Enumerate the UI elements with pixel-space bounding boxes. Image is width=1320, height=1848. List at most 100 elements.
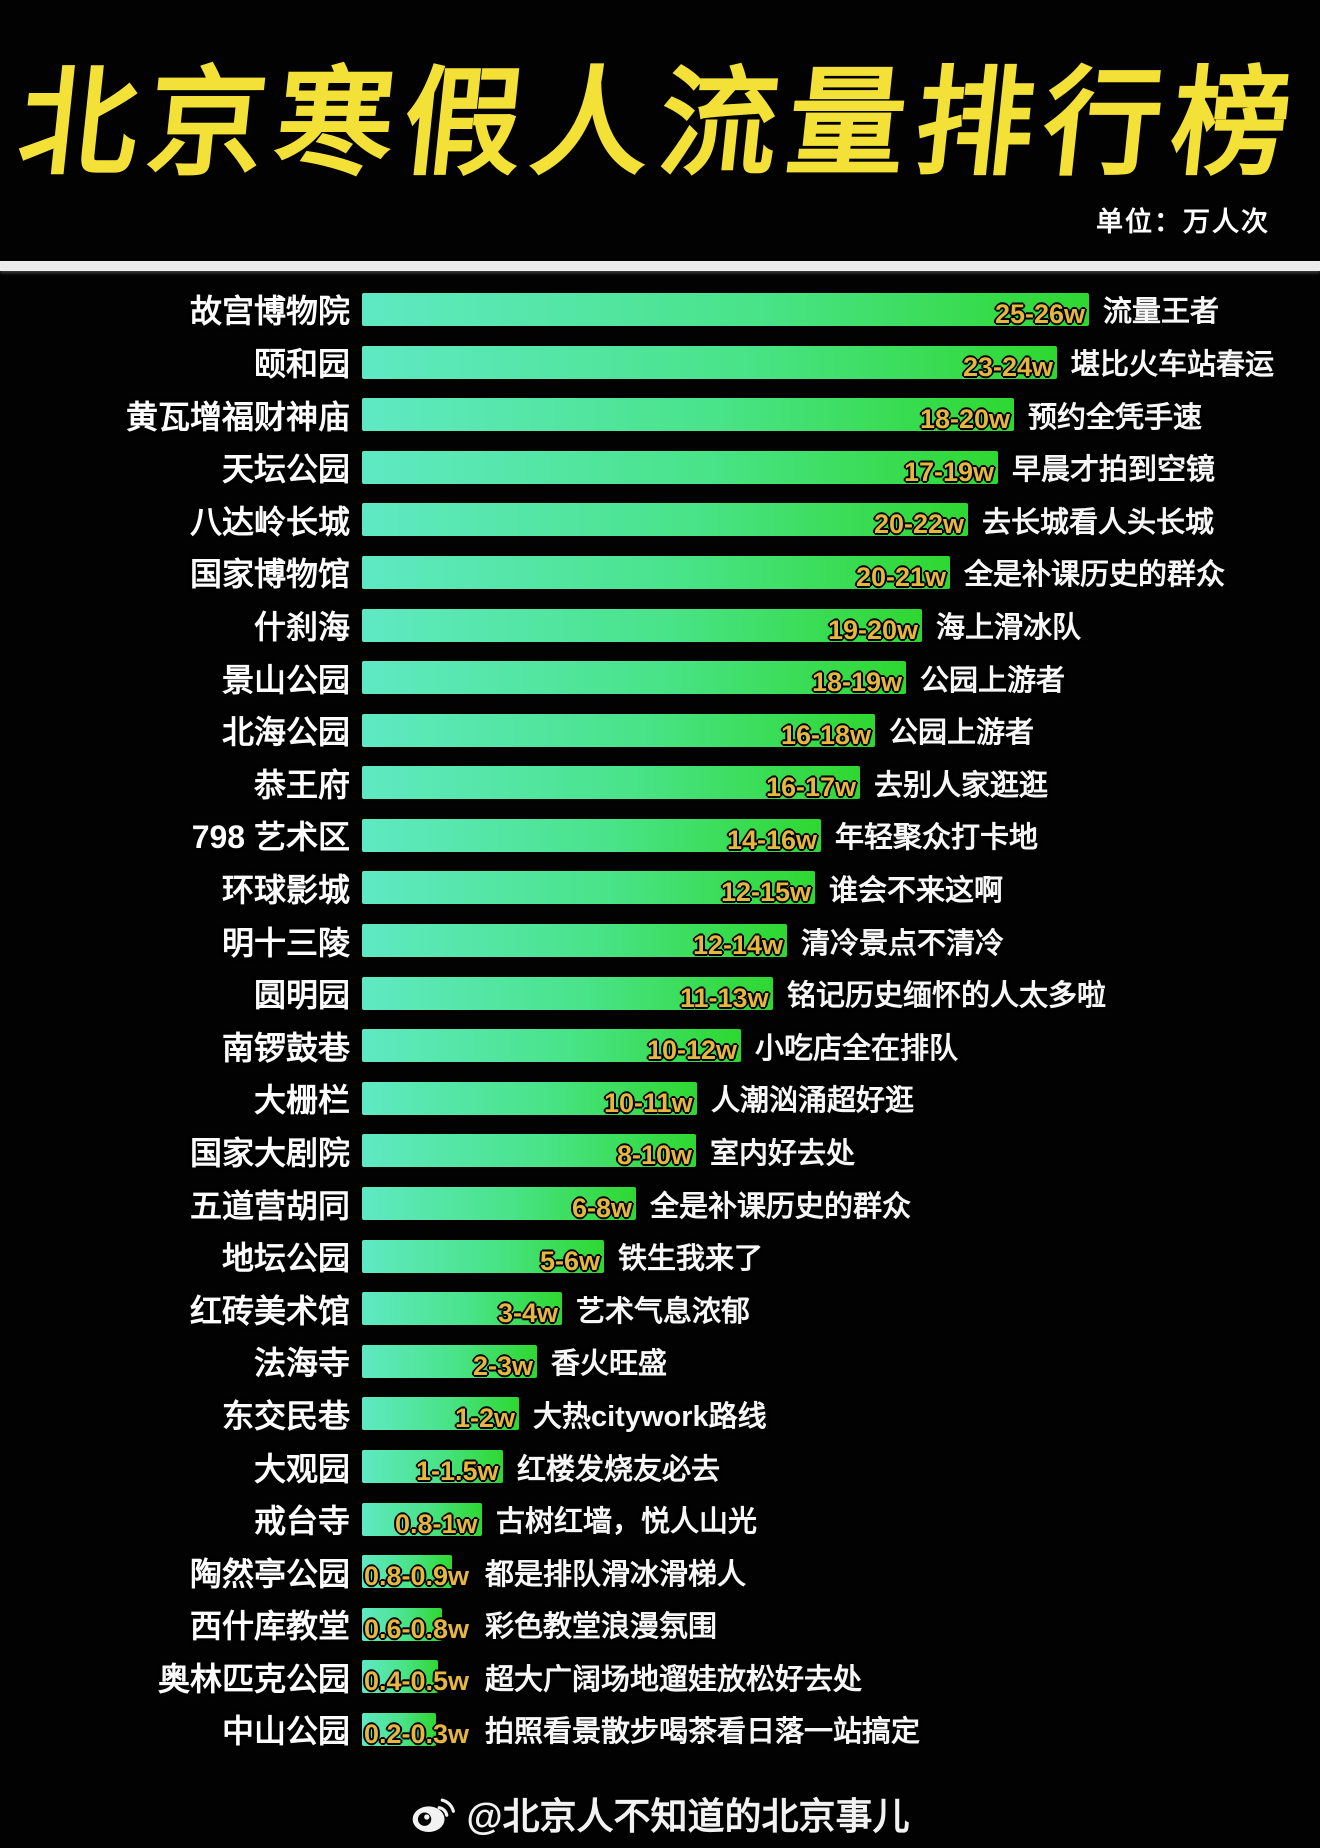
- chart-row: 东交民巷 1-2w 大热citywork路线: [0, 1388, 1320, 1441]
- value-label: 10-12w: [647, 1035, 738, 1066]
- place-name: 中山公园: [221, 1713, 350, 1750]
- bar-wrap: 16-18w: [362, 713, 875, 750]
- note-label: 红楼发烧友必去: [517, 1453, 721, 1486]
- note-label: 去长城看人头长城: [982, 506, 1215, 539]
- value-label: 0.8-0.9w: [364, 1561, 470, 1592]
- note-label: 公园上游者: [920, 664, 1066, 697]
- place-name: 什刹海: [253, 609, 350, 646]
- place-name: 地坛公园: [221, 1240, 350, 1277]
- place-name: 西什库教堂: [189, 1608, 350, 1645]
- value-label: 12-15w: [721, 877, 812, 908]
- value-label: 2-3w: [473, 1350, 534, 1381]
- traffic-bar: [362, 1134, 696, 1168]
- header: 北京寒假人流量排行榜 单位：万人次: [0, 0, 1320, 239]
- chart-row: 景山公园 18-19w 公园上游者: [0, 651, 1320, 704]
- place-name: 大观园: [253, 1450, 350, 1487]
- note-label: 谁会不来这啊: [829, 874, 1004, 907]
- bar-wrap: 16-17w: [362, 766, 860, 802]
- place-name: 恭王府: [253, 766, 350, 803]
- bar-wrap: 11-13w: [362, 976, 773, 1013]
- traffic-bar: [362, 503, 968, 537]
- bar-wrap: 12-14w: [362, 924, 787, 960]
- note-label: 公园上游者: [889, 717, 1035, 750]
- chart-row: 圆明园 11-13w 铭记历史缅怀的人太多啦: [0, 967, 1320, 1020]
- bar-wrap: 1-2w: [362, 1397, 519, 1433]
- traffic-bar: [362, 1029, 741, 1063]
- note-label: 都是排队滑冰滑梯人: [485, 1558, 747, 1591]
- chart-row: 五道营胡同 6-8w 全是补课历史的群众: [0, 1177, 1320, 1230]
- note-label: 铭记历史缅怀的人太多啦: [787, 980, 1107, 1013]
- bar-wrap: 1-1.5w: [362, 1450, 503, 1486]
- bar-wrap: 8-10w: [362, 1134, 696, 1170]
- note-label: 全是补课历史的群众: [964, 559, 1226, 592]
- value-label: 6-8w: [572, 1193, 633, 1224]
- value-label: 20-21w: [856, 561, 947, 592]
- value-label: 5-6w: [540, 1245, 601, 1276]
- traffic-bar: [362, 1555, 452, 1589]
- note-label: 彩色教堂浪漫氛围: [485, 1611, 718, 1644]
- place-name: 陶然亭公园: [189, 1555, 350, 1592]
- traffic-bar: [362, 292, 1089, 326]
- value-label: 11-13w: [680, 982, 769, 1013]
- bar-wrap: 18-19w: [362, 661, 906, 697]
- place-name: 五道营胡同: [189, 1187, 350, 1224]
- value-label: 3-4w: [498, 1298, 559, 1329]
- traffic-bar: [362, 871, 815, 905]
- place-name: 国家大剧院: [189, 1134, 350, 1171]
- traffic-bar: [362, 924, 787, 958]
- place-name: 北海公园: [221, 714, 350, 751]
- value-label: 23-24w: [963, 351, 1054, 382]
- chart-row: 红砖美术馆 3-4w 艺术气息浓郁: [0, 1282, 1320, 1335]
- place-name: 天坛公园: [221, 451, 350, 488]
- place-name: 红砖美术馆: [189, 1292, 350, 1329]
- value-label: 14-16w: [727, 824, 818, 855]
- place-name: 黄瓦增福财神庙: [125, 398, 350, 435]
- chart-row: 恭王府 16-17w 去别人家逛逛: [0, 757, 1320, 810]
- value-label: 16-18w: [781, 719, 872, 750]
- traffic-bar: [362, 766, 860, 800]
- bar-wrap: 6-8w: [362, 1187, 636, 1223]
- bar-wrap: 2-3w: [362, 1344, 537, 1381]
- unit-label: 单位：万人次: [1096, 207, 1270, 238]
- page-title: 北京寒假人流量排行榜: [13, 58, 1307, 190]
- note-label: 年轻聚众打卡地: [835, 822, 1039, 855]
- note-label: 预约全凭手速: [1028, 401, 1203, 434]
- place-name: 南锣鼓巷: [221, 1029, 350, 1066]
- chart-row: 法海寺 2-3w 香火旺盛: [0, 1335, 1320, 1388]
- footer: @北京人不知道的北京事儿: [0, 1786, 1320, 1840]
- note-label: 清冷景点不清冷: [801, 927, 1005, 960]
- value-label: 17-19w: [904, 456, 995, 487]
- place-name: 颐和园: [253, 346, 350, 383]
- chart-row: 天坛公园 17-19w 早晨才拍到空镜: [0, 441, 1320, 494]
- value-label: 0.8-1w: [395, 1508, 478, 1539]
- place-name: 明十三陵: [221, 924, 350, 961]
- chart-row: 西什库教堂 0.6-0.8w 彩色教堂浪漫氛围: [0, 1598, 1320, 1651]
- divider-line: [0, 261, 1320, 272]
- place-name: 国家博物馆: [189, 556, 350, 593]
- value-label: 12-14w: [693, 930, 784, 961]
- note-label: 室内好去处: [710, 1137, 856, 1170]
- place-name: 戒台寺: [253, 1503, 350, 1540]
- traffic-bar: [362, 1660, 438, 1694]
- note-label: 全是补课历史的群众: [650, 1190, 912, 1223]
- value-label: 1-1.5w: [416, 1456, 499, 1487]
- chart-row: 中山公园 0.2-0.3w 拍照看景散步喝茶看日落一站搞定: [0, 1703, 1320, 1756]
- traffic-bar: [362, 818, 821, 852]
- bar-wrap: 23-24w: [362, 345, 1057, 382]
- traffic-bar: [362, 661, 906, 695]
- chart-row: 颐和园 23-24w 堪比火车站春运: [0, 336, 1320, 389]
- traffic-bar: [362, 1344, 537, 1378]
- place-name: 八达岭长城: [189, 503, 350, 540]
- chart-row: 国家大剧院 8-10w 室内好去处: [0, 1125, 1320, 1178]
- place-name: 故宫博物院: [189, 293, 350, 330]
- chart-row: 环球影城 12-15w 谁会不来这啊: [0, 862, 1320, 915]
- bar-wrap: 20-22w: [362, 503, 968, 539]
- note-label: 拍照看景散步喝茶看日落一站搞定: [485, 1716, 921, 1749]
- place-name: 环球影城: [221, 871, 350, 908]
- bar-wrap: 12-15w: [362, 871, 815, 907]
- place-name: 东交民巷: [221, 1397, 350, 1434]
- place-name: 景山公园: [221, 661, 350, 698]
- chart-row: 戒台寺 0.8-1w 古树红墙，悦人山光: [0, 1493, 1320, 1546]
- traffic-bar: [362, 1450, 503, 1484]
